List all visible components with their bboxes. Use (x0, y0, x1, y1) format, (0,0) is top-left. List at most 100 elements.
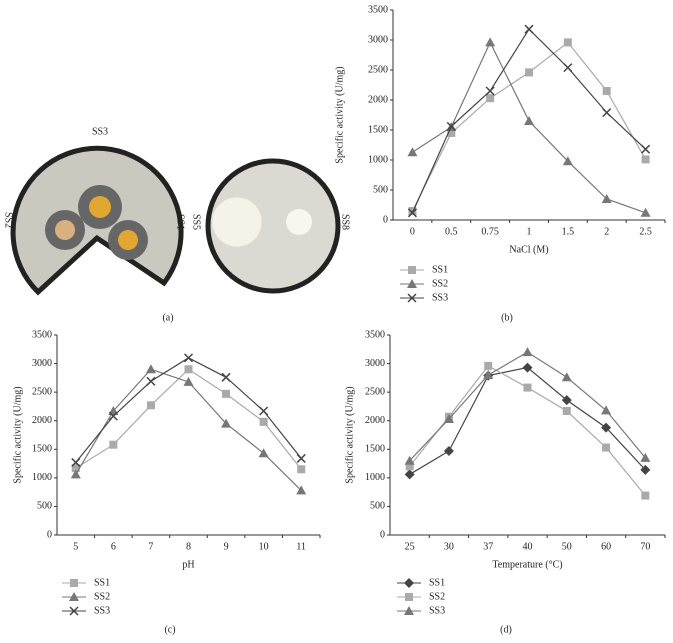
legend-label: SS3 (94, 605, 110, 616)
marker (259, 406, 269, 416)
marker (602, 87, 611, 95)
legend-marker (408, 266, 416, 274)
legend-marker (404, 578, 414, 588)
legend-marker (69, 592, 79, 601)
marker (146, 376, 156, 386)
plate-label: SS2 (3, 212, 14, 228)
x-tick-label: 40 (523, 541, 533, 552)
marker (601, 422, 612, 433)
y-tick-label: 0 (47, 529, 52, 540)
marker (601, 405, 612, 415)
y-tick-label: 3000 (32, 358, 52, 369)
x-tick-label: 8 (186, 541, 191, 552)
marker (483, 370, 494, 379)
y-tick-label: 3500 (365, 329, 385, 340)
marker (71, 457, 81, 467)
legend-label: SS1 (432, 264, 448, 275)
marker (443, 414, 454, 423)
marker (525, 68, 533, 77)
marker (524, 116, 534, 125)
y-tick-label: 1500 (32, 444, 52, 455)
colony (118, 230, 138, 250)
plate-label: SS3 (92, 126, 108, 137)
marker (70, 469, 81, 479)
x-tick-label: 2 (604, 226, 609, 237)
marker (407, 208, 417, 218)
y-axis-label: Specific activity (U/mg) (334, 66, 345, 163)
legend-marker (405, 593, 413, 601)
x-tick-label: 0.5 (445, 226, 458, 237)
legend-label: SS1 (94, 577, 110, 588)
marker (71, 464, 80, 473)
y-tick-label: 2500 (32, 386, 52, 397)
marker (296, 485, 307, 495)
y-axis-label: Specific activity (U/mg) (344, 386, 355, 483)
x-tick-label: 60 (601, 541, 611, 552)
x-tick-label: 9 (224, 541, 229, 552)
y-tick-label: 2000 (365, 415, 385, 426)
x-tick-label: 1.5 (562, 226, 575, 237)
x-tick-label: 5 (73, 541, 78, 552)
marker (561, 395, 572, 406)
marker (258, 448, 269, 458)
panel-caption: (b) (501, 312, 513, 323)
legend-marker (404, 606, 414, 615)
x-axis-label: NaCl (M) (509, 244, 548, 255)
marker (602, 443, 611, 452)
panel-caption: (d) (500, 624, 512, 635)
marker (523, 383, 532, 392)
y-tick-label: 2000 (32, 415, 52, 426)
x-tick-label: 7 (148, 541, 153, 552)
marker (562, 407, 571, 415)
marker (297, 465, 306, 474)
y-tick-label: 1500 (368, 124, 388, 135)
legend-label: SS2 (432, 278, 448, 289)
series-line (75, 368, 302, 491)
x-tick-label: 0.75 (481, 226, 499, 237)
x-tick-label: 70 (640, 541, 650, 552)
y-tick-label: 500 (373, 184, 388, 195)
legend-marker (407, 279, 417, 288)
marker (446, 121, 456, 131)
marker (183, 353, 194, 363)
legend-marker (70, 579, 78, 587)
y-tick-label: 1000 (32, 472, 52, 483)
plate-label: SS1 (175, 214, 186, 230)
marker (485, 37, 496, 47)
marker (296, 453, 306, 463)
marker (562, 156, 573, 166)
marker (485, 86, 495, 96)
marker (145, 364, 156, 374)
marker (221, 418, 232, 428)
x-tick-label: 0 (410, 226, 415, 237)
x-tick-label: 37 (483, 541, 493, 552)
marker (641, 155, 650, 164)
marker (484, 361, 493, 370)
x-tick-label: 6 (111, 541, 116, 552)
marker (408, 207, 417, 215)
colony (89, 196, 111, 218)
marker (259, 417, 268, 426)
series-line (412, 41, 646, 214)
y-tick-label: 1500 (365, 444, 385, 455)
marker (641, 491, 650, 500)
marker (561, 372, 572, 382)
marker (447, 129, 456, 137)
marker (640, 464, 651, 475)
legend-label: SS1 (429, 577, 445, 588)
y-tick-label: 0 (383, 214, 388, 225)
x-tick-label: 30 (444, 541, 454, 552)
y-tick-label: 2500 (365, 386, 385, 397)
marker (641, 144, 651, 154)
marker (184, 365, 193, 374)
colony (286, 209, 312, 235)
marker (407, 147, 418, 157)
y-tick-label: 3500 (368, 4, 388, 15)
marker (109, 440, 118, 449)
x-tick-label: 50 (562, 541, 572, 552)
y-tick-label: 3500 (32, 329, 52, 340)
legend-label: SS3 (432, 292, 448, 303)
series-line (411, 41, 647, 212)
plate-label: SS8 (340, 214, 351, 230)
x-tick-label: 10 (259, 541, 269, 552)
